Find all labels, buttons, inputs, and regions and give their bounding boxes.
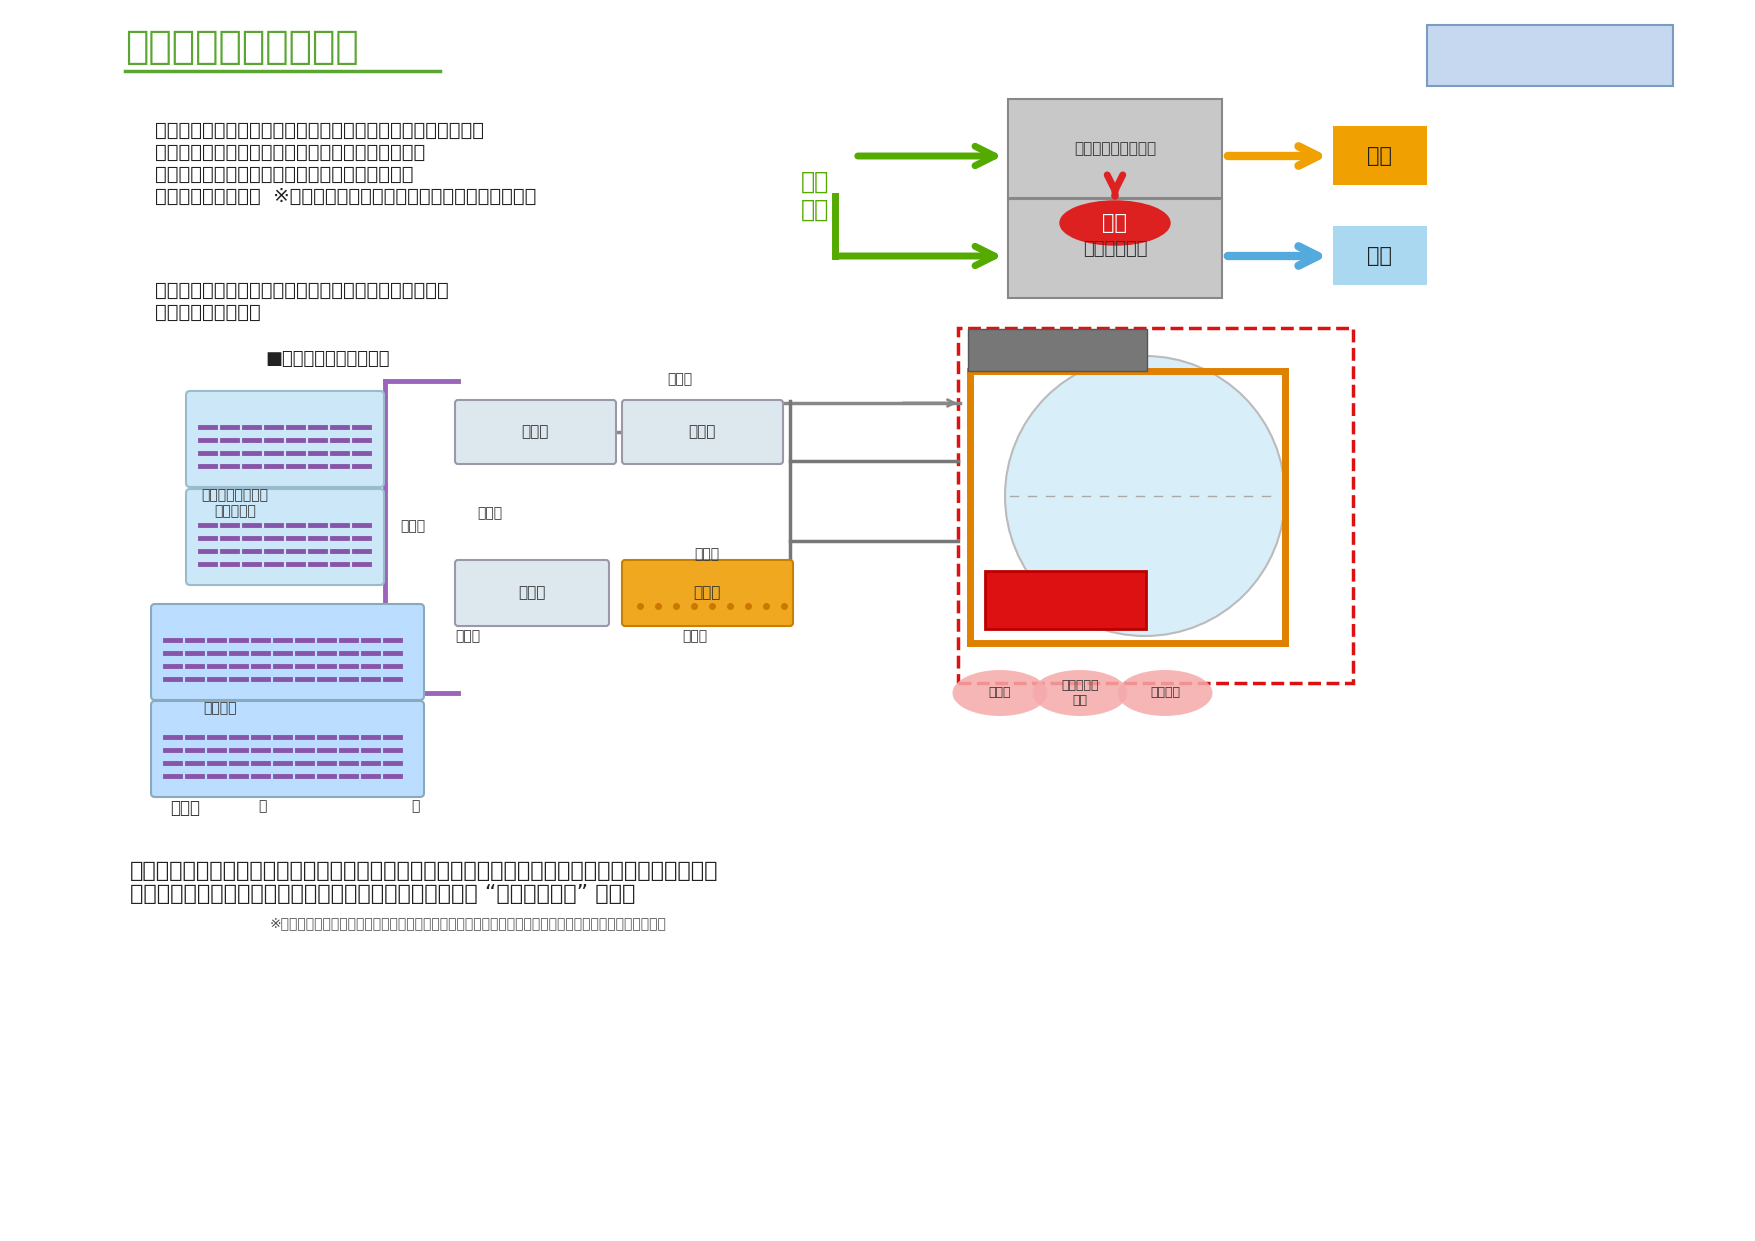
- Text: 冷えた水: 冷えた水: [204, 701, 237, 715]
- FancyBboxPatch shape: [186, 391, 384, 486]
- FancyBboxPatch shape: [455, 400, 616, 464]
- Text: 水蔨気: 水蔨気: [667, 372, 693, 386]
- Text: 目次に戻る: 目次に戻る: [1516, 46, 1583, 66]
- FancyBboxPatch shape: [1334, 226, 1427, 285]
- Ellipse shape: [1118, 670, 1213, 716]
- FancyBboxPatch shape: [151, 701, 425, 797]
- FancyBboxPatch shape: [151, 604, 425, 700]
- Text: コージェネ
排熱: コージェネ 排熱: [1062, 679, 1099, 707]
- Text: 凝縮器: 凝縮器: [521, 424, 549, 439]
- Ellipse shape: [1032, 670, 1127, 716]
- Text: 水: 水: [258, 799, 267, 813]
- Text: 吸収器: 吸収器: [693, 586, 721, 601]
- Text: 太陽熱: 太陽熱: [988, 686, 1011, 700]
- Text: 吸収液: 吸収液: [683, 629, 707, 643]
- FancyBboxPatch shape: [1007, 199, 1221, 298]
- Text: 廃熱は、給湯・暖房などに利用されるほか、吸収式冷凍機の熱入力として利用し、冷水に変換する
ことで冷房に利用されます。その代表的な吸収式冷凍機が “ジェネリンク”: 廃熱は、給湯・暖房などに利用されるほか、吸収式冷凍機の熱入力として利用し、冷水に…: [130, 861, 718, 905]
- Ellipse shape: [953, 670, 1048, 716]
- Ellipse shape: [1060, 201, 1171, 244]
- FancyBboxPatch shape: [985, 571, 1146, 629]
- Text: 水: 水: [411, 799, 419, 813]
- FancyBboxPatch shape: [969, 329, 1148, 371]
- Text: 蔣発器: 蔣発器: [518, 586, 546, 601]
- Text: 冷却水: 冷却水: [400, 519, 425, 532]
- Text: 電気: 電気: [1367, 146, 1392, 166]
- Text: ■ジェネリンクのしくみ: ■ジェネリンクのしくみ: [265, 350, 390, 369]
- FancyBboxPatch shape: [455, 560, 609, 625]
- Circle shape: [1006, 356, 1285, 635]
- Text: 廃熱: 廃熱: [1102, 213, 1127, 233]
- Text: 再生器: 再生器: [688, 424, 716, 439]
- Text: クーリングタワー
（冷却器）: クーリングタワー （冷却器）: [202, 488, 269, 519]
- Text: 水蔨気: 水蔨気: [477, 506, 502, 520]
- Text: ジェネリンクとは、ガスコージェネレーションシステムから発
生する廃温水を有効利用して熱源とした空調を行う
一重二重併用形吸収冷温水機（廃熱投入型ナチュ
ラルチラ: ジェネリンクとは、ガスコージェネレーションシステムから発 生する廃温水を有効利用…: [154, 122, 537, 206]
- Bar: [958, 328, 1353, 683]
- Text: 廃熱再生器: 廃熱再生器: [1032, 341, 1083, 359]
- Text: ガスエンジン発電機: ガスエンジン発電機: [1074, 141, 1157, 156]
- FancyBboxPatch shape: [621, 400, 783, 464]
- Text: 燃料消費量を大幅にカットし、省エネルギー・省コスト
などに貢献します。: 燃料消費量を大幅にカットし、省エネルギー・省コスト などに貢献します。: [154, 280, 449, 321]
- Text: 廃温水投入: 廃温水投入: [1035, 591, 1095, 609]
- FancyBboxPatch shape: [1007, 99, 1221, 199]
- Text: ジェネリンク: ジェネリンク: [1083, 240, 1148, 258]
- Text: 冷房: 冷房: [1367, 246, 1392, 266]
- FancyBboxPatch shape: [1427, 25, 1673, 86]
- FancyBboxPatch shape: [621, 560, 793, 625]
- Text: 水蔨気: 水蔨気: [456, 629, 481, 643]
- FancyBboxPatch shape: [186, 489, 384, 585]
- Text: 工場廃熱: 工場廃熱: [1150, 686, 1179, 700]
- Text: 都市
ガス: 都市 ガス: [800, 170, 828, 222]
- Text: ジェネリンクとは・・: ジェネリンクとは・・: [125, 29, 358, 66]
- Text: 空調機: 空調機: [170, 799, 200, 817]
- Text: ※ジェネリンクは、コジェネレーションシステムの廃熱を利用し冷熱に変換する吸収冷温水機の業界呼称: ※ジェネリンクは、コジェネレーションシステムの廃熱を利用し冷熱に変換する吸収冷温…: [270, 916, 667, 930]
- FancyBboxPatch shape: [1334, 127, 1427, 185]
- Text: 吸収液: 吸収液: [695, 547, 720, 561]
